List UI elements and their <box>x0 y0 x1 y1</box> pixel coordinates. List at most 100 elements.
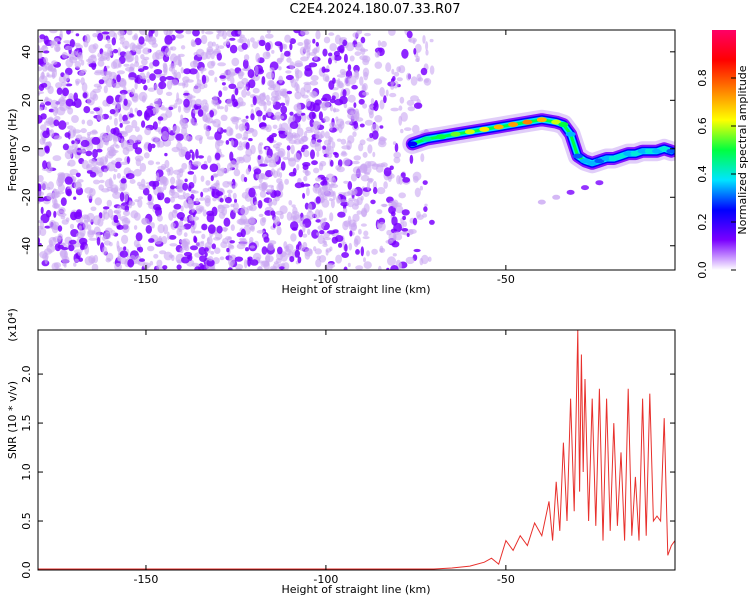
noise-speck <box>85 150 93 157</box>
noise-speck <box>353 155 362 161</box>
noise-speck <box>205 128 210 137</box>
noise-speck <box>74 42 81 47</box>
noise-speck <box>393 156 401 164</box>
noise-speck <box>364 161 372 168</box>
noise-speck <box>323 240 328 245</box>
noise-speck <box>255 110 263 117</box>
noise-speck <box>139 258 145 262</box>
noise-speck <box>300 181 305 188</box>
noise-speck <box>337 211 346 218</box>
colorbar-label: Normalized spectral amplitude <box>736 65 749 234</box>
noise-speck <box>346 82 351 87</box>
noise-speck <box>356 30 363 35</box>
noise-speck <box>229 44 238 54</box>
noise-speck <box>218 30 225 37</box>
noise-speck <box>258 182 268 192</box>
noise-speck <box>273 190 281 197</box>
noise-speck <box>175 34 185 39</box>
noise-speck <box>349 230 353 237</box>
noise-speck <box>183 98 190 108</box>
noise-speck <box>336 74 346 78</box>
noise-speck <box>72 148 79 153</box>
noise-speck <box>241 136 248 141</box>
noise-speck <box>257 266 263 270</box>
noise-speck <box>175 133 184 141</box>
noise-speck <box>284 34 291 43</box>
noise-speck <box>57 183 65 192</box>
noise-speck <box>429 38 434 43</box>
ridge-hotspot <box>421 136 432 142</box>
noise-speck <box>176 142 183 151</box>
noise-speck <box>267 108 272 117</box>
noise-speck <box>343 103 348 109</box>
noise-speck <box>385 89 389 97</box>
noise-speck <box>249 225 255 231</box>
noise-speck <box>261 217 267 223</box>
noise-speck <box>277 246 283 255</box>
noise-speck <box>377 221 386 232</box>
heatmap-y-axis-label: Frequency (Hz) <box>6 109 19 192</box>
noise-speck <box>165 109 173 119</box>
noise-speck <box>288 200 293 206</box>
noise-speck <box>39 227 47 237</box>
noise-speck <box>398 65 406 74</box>
noise-speck <box>126 156 130 165</box>
noise-speck <box>268 240 277 245</box>
noise-speck <box>84 245 90 255</box>
noise-speck <box>213 182 220 186</box>
noise-speck <box>205 180 211 186</box>
noise-speck <box>44 101 52 106</box>
noise-speck <box>404 127 412 131</box>
noise-speck <box>313 55 318 61</box>
snr-frame <box>37 329 676 571</box>
noise-speck <box>329 43 338 52</box>
noise-speck <box>58 120 67 130</box>
noise-speck <box>347 181 353 190</box>
noise-speck <box>226 38 230 45</box>
noise-speck <box>227 267 233 270</box>
noise-speck <box>183 68 192 75</box>
noise-speck <box>123 246 127 251</box>
noise-speck <box>289 61 295 71</box>
noise-speck <box>241 89 248 98</box>
noise-speck <box>120 131 127 135</box>
noise-speck <box>400 112 408 122</box>
noise-speck <box>265 51 270 57</box>
noise-speck <box>366 137 375 142</box>
noise-speck <box>258 149 263 155</box>
colorbar: 0.0 0.2 0.4 0.6 0.8 Normalized spectral ampl… <box>696 30 749 279</box>
noise-speck <box>290 78 297 88</box>
noise-speck <box>293 152 301 163</box>
ridge-hotspot <box>464 129 475 135</box>
snr-series-line <box>38 330 675 570</box>
noise-speck <box>157 191 165 201</box>
noise-speck <box>297 42 304 46</box>
ridge-hotspot <box>637 148 648 154</box>
noise-speck <box>322 145 326 150</box>
noise-speck <box>38 147 46 157</box>
noise-speck <box>405 256 415 265</box>
noise-speck <box>97 57 105 62</box>
noise-speck <box>157 214 163 222</box>
noise-speck <box>48 220 57 230</box>
noise-speck <box>284 50 291 57</box>
noise-speck <box>315 196 321 204</box>
noise-speck <box>252 96 257 106</box>
noise-speck <box>206 210 215 216</box>
noise-speck <box>97 85 102 90</box>
noise-speck <box>134 126 140 133</box>
noise-speck <box>356 210 362 215</box>
noise-speck <box>123 120 131 125</box>
noise-speck <box>408 37 417 43</box>
noise-speck <box>164 159 170 169</box>
noise-speck <box>80 128 87 134</box>
noise-speck <box>294 249 300 258</box>
noise-speck <box>343 180 349 184</box>
ridge-hotspot <box>659 146 670 152</box>
noise-speck <box>69 239 77 245</box>
noise-speck <box>234 87 239 96</box>
noise-speck <box>262 114 267 121</box>
noise-speck <box>403 221 407 228</box>
noise-speck <box>198 67 207 72</box>
noise-speck <box>147 160 154 166</box>
